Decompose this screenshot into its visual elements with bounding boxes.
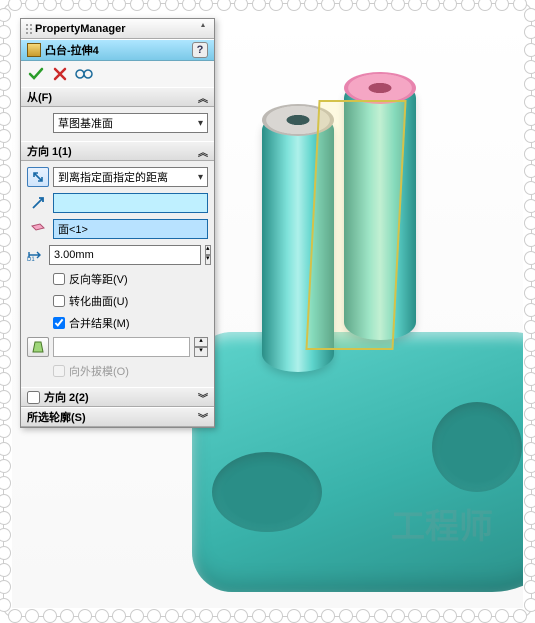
stamp-border [3, 3, 532, 617]
